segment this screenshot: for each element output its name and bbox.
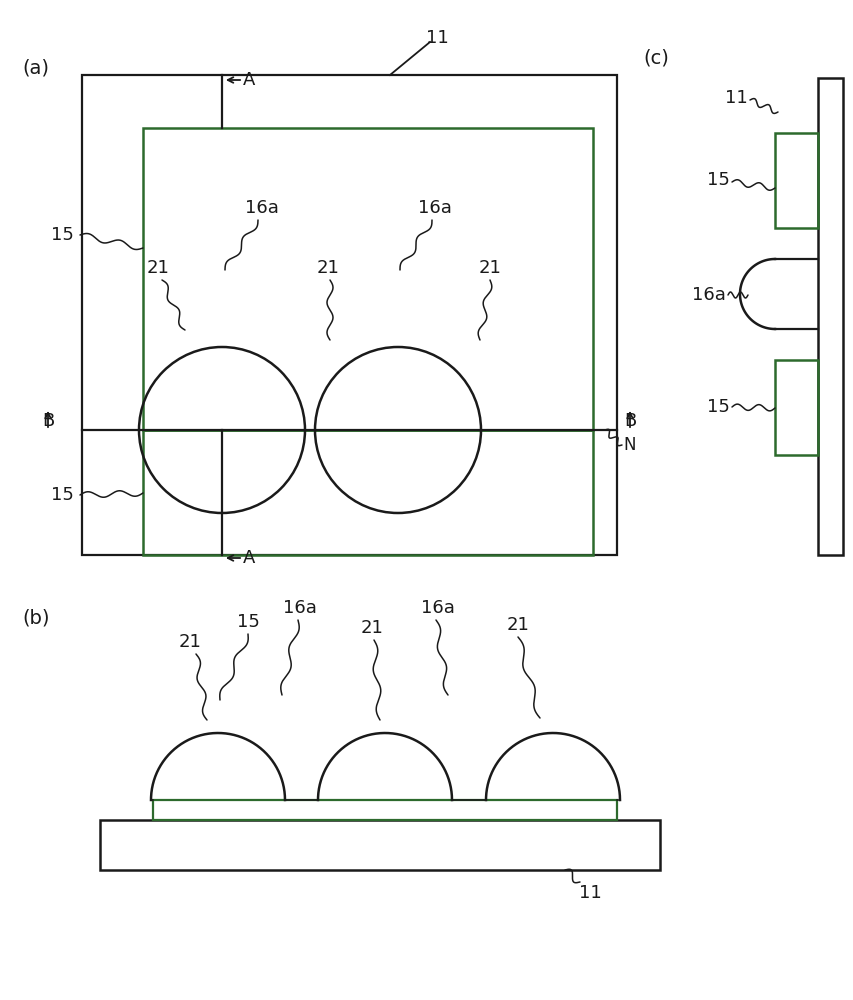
Text: 16a: 16a [691, 286, 725, 304]
Text: (b): (b) [22, 608, 49, 628]
Bar [817, 78, 842, 555]
Text: 21: 21 [147, 259, 169, 277]
Bar [153, 800, 616, 820]
Text: N: N [623, 436, 635, 454]
Text: 16a: 16a [418, 199, 451, 217]
Text: (c): (c) [642, 49, 668, 68]
Text: (a): (a) [22, 59, 49, 78]
Text: 16a: 16a [245, 199, 279, 217]
Text: 21: 21 [178, 633, 201, 651]
Bar [82, 75, 616, 555]
Text: 16a: 16a [282, 599, 316, 617]
Text: 15: 15 [50, 226, 73, 244]
Text: B: B [42, 412, 54, 430]
Text: 15: 15 [50, 486, 73, 504]
Text: B: B [624, 412, 635, 430]
Text: 16a: 16a [421, 599, 455, 617]
Bar [774, 133, 817, 228]
Text: 11: 11 [425, 29, 448, 47]
Text: A: A [243, 549, 255, 567]
Text: 21: 21 [360, 619, 383, 637]
Text: A: A [243, 71, 255, 89]
Bar [100, 820, 659, 870]
Text: 15: 15 [236, 613, 259, 631]
Text: 21: 21 [316, 259, 339, 277]
Bar [142, 430, 592, 555]
Text: 21: 21 [478, 259, 501, 277]
Text: 15: 15 [706, 171, 729, 189]
Bar [142, 128, 592, 430]
Text: 15: 15 [706, 398, 729, 416]
Bar [774, 360, 817, 455]
Text: 11: 11 [724, 89, 747, 107]
Text: 21: 21 [506, 616, 529, 634]
Text: 11: 11 [578, 884, 601, 902]
